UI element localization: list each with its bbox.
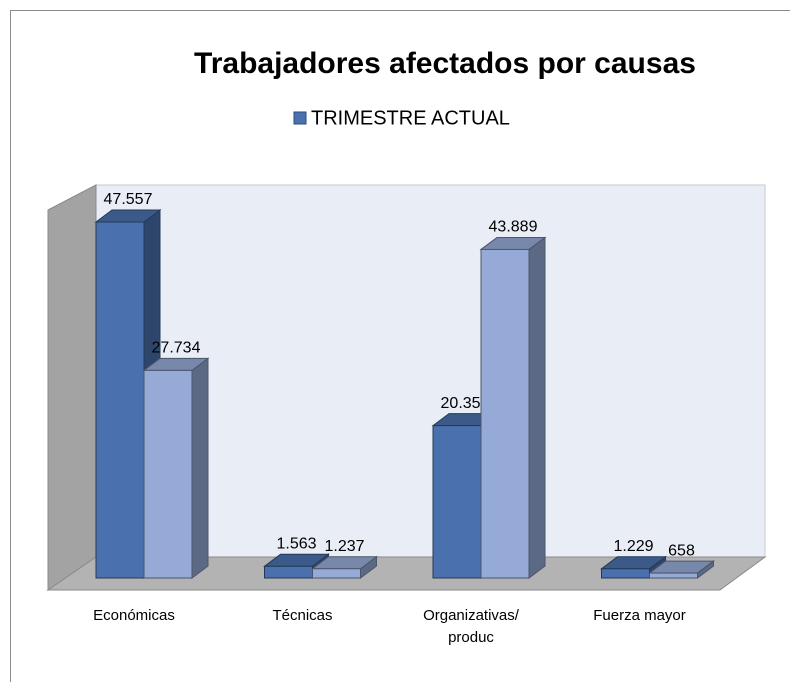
x-tick-label: Organizativas/ produc (423, 607, 519, 646)
value-label: 47.557 (104, 191, 153, 208)
floor (46, 556, 767, 591)
bar (649, 572, 698, 579)
bar (143, 369, 193, 579)
legend-swatch (293, 111, 307, 125)
x-tick-label: Técnicas (272, 607, 333, 624)
bar-side (528, 236, 546, 579)
value-label: 658 (668, 542, 695, 559)
value-label: 1.229 (613, 538, 653, 555)
bar (95, 221, 145, 579)
legend-label: TRIMESTRE ACTUAL (311, 107, 510, 129)
value-label: 1.237 (324, 538, 364, 555)
side-wall (47, 184, 97, 591)
x-tick-label: Fuerza mayor (593, 607, 686, 624)
value-label: 1.563 (276, 536, 316, 553)
value-label: 43.889 (489, 219, 538, 236)
chart-title: Trabajadores afectados por causas (194, 47, 696, 80)
value-label: 27.734 (152, 340, 201, 357)
bar (480, 248, 530, 579)
value-label: 20.354 (441, 395, 490, 412)
bar (432, 425, 482, 579)
bar (264, 565, 313, 579)
bar (601, 568, 650, 579)
x-tick-label: Económicas (93, 607, 175, 624)
bar (312, 568, 361, 579)
bar-side (191, 357, 209, 579)
